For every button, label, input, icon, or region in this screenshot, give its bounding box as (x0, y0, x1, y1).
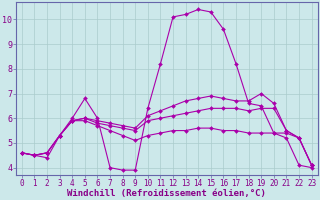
X-axis label: Windchill (Refroidissement éolien,°C): Windchill (Refroidissement éolien,°C) (67, 189, 266, 198)
